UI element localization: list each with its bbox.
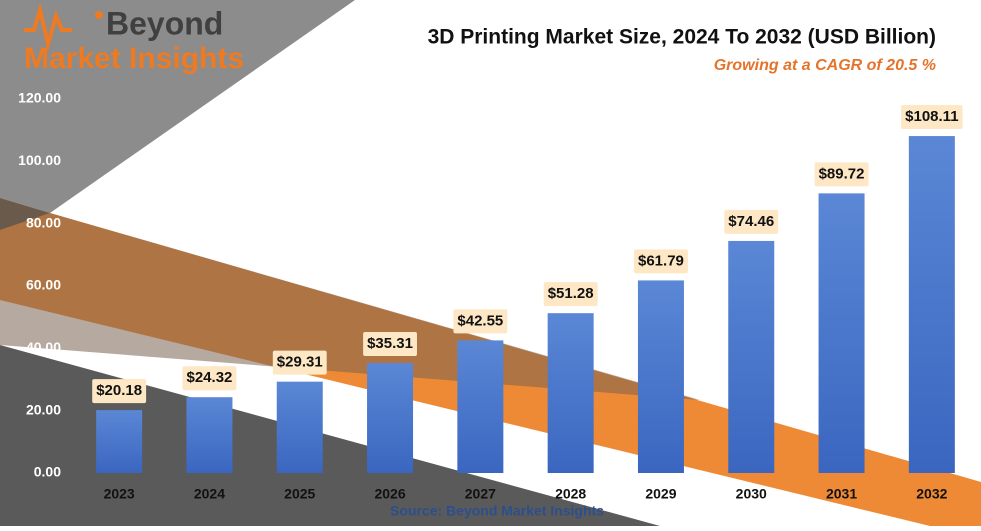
data-label-group: $89.72 — [814, 162, 869, 187]
x-tick-label: 2023 — [104, 486, 135, 502]
logo-dot — [95, 11, 103, 19]
logo-icon — [24, 2, 72, 52]
data-label: $42.55 — [457, 312, 503, 329]
data-label-group: $42.55 — [453, 309, 508, 334]
x-tick-label: 2030 — [736, 486, 767, 502]
data-label-bg — [272, 350, 327, 375]
data-label-group: $24.32 — [182, 366, 237, 391]
data-label: $35.31 — [367, 335, 413, 352]
x-tick-label: 2029 — [645, 486, 676, 502]
x-tick-label: 2024 — [194, 486, 225, 502]
chart-title: 3D Printing Market Size, 2024 To 2032 (U… — [428, 26, 936, 49]
data-label-bg — [182, 366, 237, 391]
x-tick-label: 2031 — [826, 486, 857, 502]
x-tick-label: 2025 — [284, 486, 315, 502]
data-label-group: $74.46 — [724, 209, 779, 234]
data-label: $89.72 — [819, 165, 865, 182]
data-label-group: $35.31 — [363, 331, 417, 356]
x-tick-label: 2032 — [916, 486, 947, 502]
x-tick-label: 2027 — [465, 486, 496, 502]
data-label-bg — [543, 282, 598, 307]
data-label-group: $20.18 — [92, 379, 147, 404]
data-label: $20.18 — [96, 382, 142, 399]
data-label-bg — [634, 249, 688, 274]
data-label-group: $108.11 — [901, 105, 963, 130]
y-tick-label: 60.00 — [26, 277, 61, 293]
bar — [367, 362, 414, 473]
bar — [908, 136, 955, 473]
bar — [728, 240, 775, 473]
y-tick-label: 80.00 — [26, 214, 61, 230]
data-label: $74.46 — [728, 213, 774, 230]
logo-text: Beyond — [106, 5, 223, 41]
data-label-bg — [724, 209, 779, 234]
data-label: $24.32 — [187, 369, 233, 386]
y-tick-label: 120.00 — [18, 90, 61, 106]
logo-text: Market Insights — [24, 42, 244, 75]
y-tick-label: 100.00 — [18, 152, 61, 168]
data-label-bg — [92, 379, 147, 404]
bar — [186, 397, 233, 473]
data-label-group: $29.31 — [272, 350, 327, 375]
bar — [276, 381, 323, 473]
y-tick-label: 40.00 — [26, 339, 61, 355]
x-tick-label: 2026 — [374, 486, 405, 502]
bar — [637, 280, 684, 473]
data-label: $51.28 — [548, 285, 594, 302]
bar — [547, 313, 594, 473]
bar — [96, 410, 143, 473]
source-note: Source: Beyond Market Insights — [390, 503, 604, 519]
data-label-group: $61.79 — [634, 249, 688, 274]
chart-subtitle: Growing at a CAGR of 20.5 % — [714, 57, 936, 74]
data-label-bg — [453, 309, 508, 334]
data-label: $29.31 — [277, 354, 323, 371]
data-label-bg — [901, 105, 963, 130]
data-label-group: $51.28 — [543, 282, 598, 307]
data-label-bg — [363, 331, 417, 356]
data-label-bg — [814, 162, 869, 187]
bar — [457, 340, 504, 473]
data-label: $108.11 — [905, 108, 958, 125]
logo: Beyond Market Insights — [24, 2, 244, 75]
x-tick-label: 2028 — [555, 486, 586, 502]
bar — [818, 193, 865, 473]
data-label: $61.79 — [638, 252, 684, 269]
y-tick-label: 0.00 — [34, 464, 61, 480]
y-tick-label: 20.00 — [26, 401, 61, 417]
